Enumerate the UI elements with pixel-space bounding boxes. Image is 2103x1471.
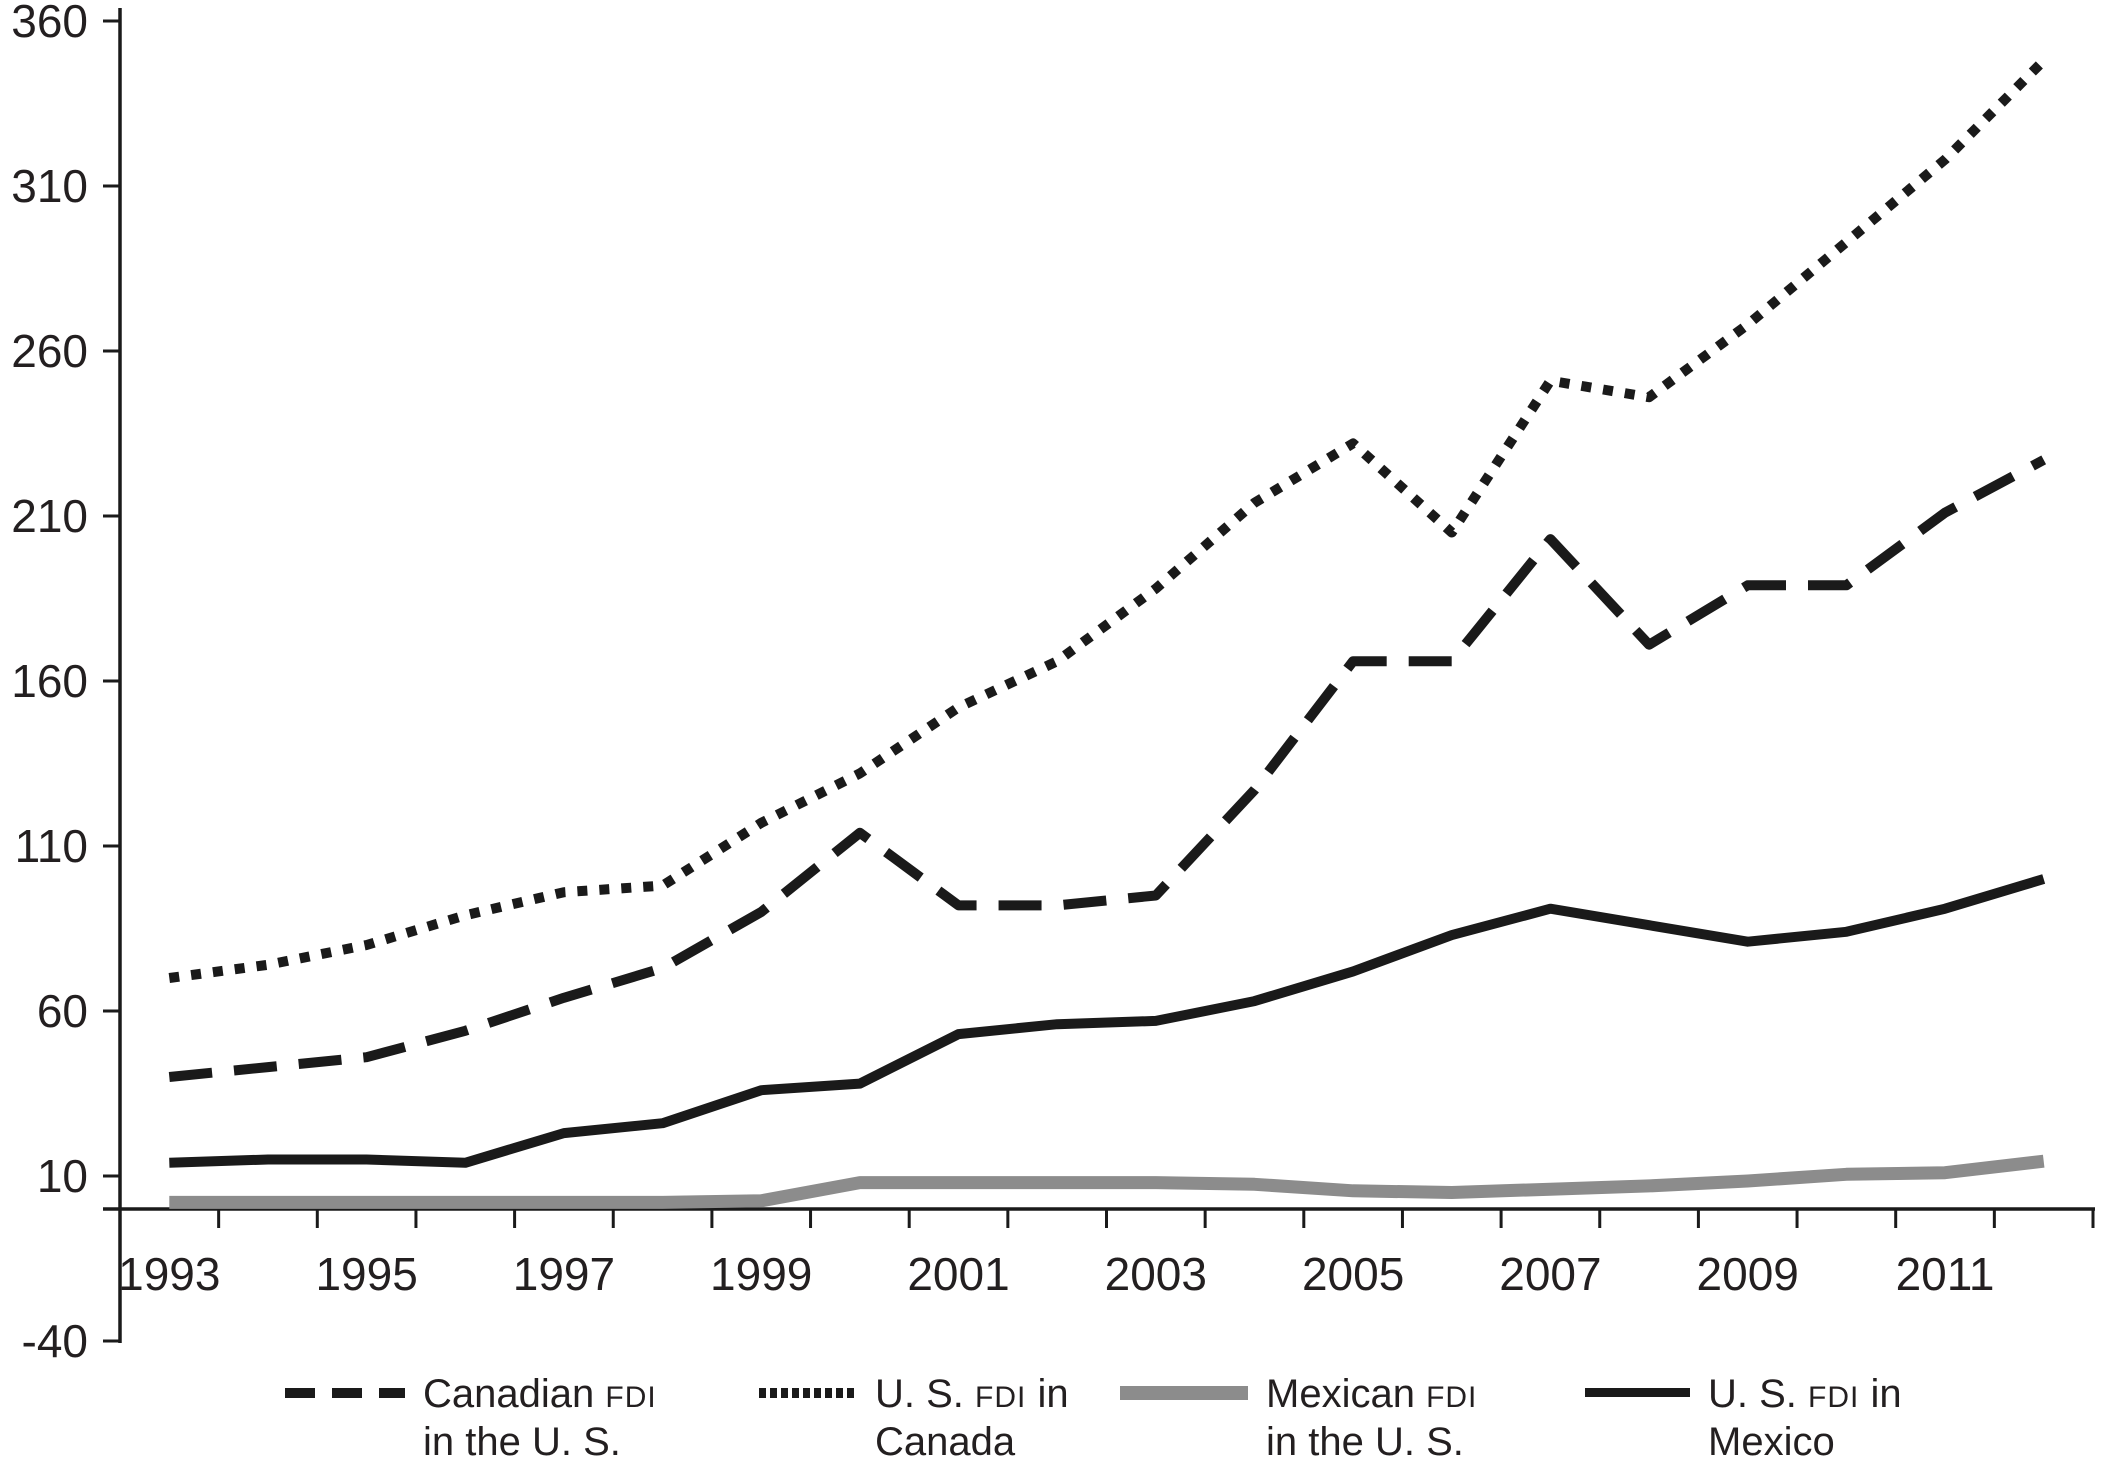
y-tick-label: 310	[11, 160, 88, 212]
x-tick-label: 1997	[513, 1248, 615, 1300]
x-tick-label: 2001	[907, 1248, 1009, 1300]
x-tick-label: 2005	[1302, 1248, 1404, 1300]
legend-text-pre: U. S.	[1708, 1372, 1809, 1416]
legend-item-mexican-fdi-in-us: Mexican FDI in the U. S.	[1120, 1372, 1477, 1464]
y-tick-label: 110	[15, 820, 88, 872]
x-tick-label: 2007	[1499, 1248, 1601, 1300]
legend-text-pre: Canadian	[423, 1372, 606, 1416]
legend-swatch-dotted-line-icon	[759, 1388, 857, 1398]
legend-text-pre: Mexican	[1266, 1372, 1427, 1416]
legend-text-fdi: FDI	[1426, 1381, 1478, 1414]
legend-swatch-gray-line-icon	[1120, 1386, 1248, 1400]
y-tick-label: 260	[11, 325, 88, 377]
legend-text-fdi: FDI	[605, 1381, 657, 1414]
legend-swatch-dashed-line-icon	[285, 1388, 405, 1398]
legend-item-us-fdi-in-canada: U. S. FDI in Canada	[759, 1372, 1069, 1464]
legend-text-line2: Canada	[875, 1420, 1016, 1464]
legend-text-post: in	[1859, 1372, 1902, 1416]
x-tick-label: 1999	[710, 1248, 812, 1300]
legend-text-fdi: FDI	[975, 1381, 1027, 1414]
x-tick-label: 2011	[1896, 1248, 1995, 1300]
x-tick-label: 1993	[118, 1248, 220, 1300]
series-line-dotted	[168, 57, 2048, 983]
legend-text-line2: Mexico	[1708, 1420, 1835, 1464]
legend-text-fdi: FDI	[1808, 1381, 1860, 1414]
x-tick-label: 2003	[1105, 1248, 1207, 1300]
legend-label: Canadian FDI in the U. S.	[423, 1372, 657, 1464]
series-line-solid-thick	[169, 1154, 2045, 1209]
legend-item-us-fdi-in-mexico: U. S. FDI in Mexico	[1585, 1372, 1902, 1464]
y-tick-label: 60	[37, 985, 88, 1037]
legend-text-post: in	[1026, 1372, 1069, 1416]
x-tick-label: 2009	[1697, 1248, 1799, 1300]
y-tick-label: -40	[22, 1315, 88, 1367]
legend-label: U. S. FDI in Canada	[875, 1372, 1069, 1464]
legend-text-line2: in the U. S.	[1266, 1420, 1464, 1464]
chart-legend: Canadian FDI in the U. S. U. S. FDI in C…	[0, 1372, 2103, 1471]
y-tick-label: 160	[11, 655, 88, 707]
legend-swatch-solid-line-icon	[1585, 1388, 1690, 1397]
x-tick-label: 1995	[315, 1248, 417, 1300]
legend-text-pre: U. S.	[875, 1372, 976, 1416]
y-tick-label: 210	[11, 490, 88, 542]
legend-item-canadian-fdi-in-us: Canadian FDI in the U. S.	[285, 1372, 657, 1464]
series-line-dashed	[168, 455, 2047, 1082]
legend-text-line2: in the U. S.	[423, 1420, 621, 1464]
series-line-solid	[169, 874, 2046, 1168]
legend-label: Mexican FDI in the U. S.	[1266, 1372, 1477, 1464]
legend-label: U. S. FDI in Mexico	[1708, 1372, 1902, 1464]
y-tick-label: 10	[37, 1150, 88, 1202]
y-tick-label: 360	[11, 0, 88, 47]
